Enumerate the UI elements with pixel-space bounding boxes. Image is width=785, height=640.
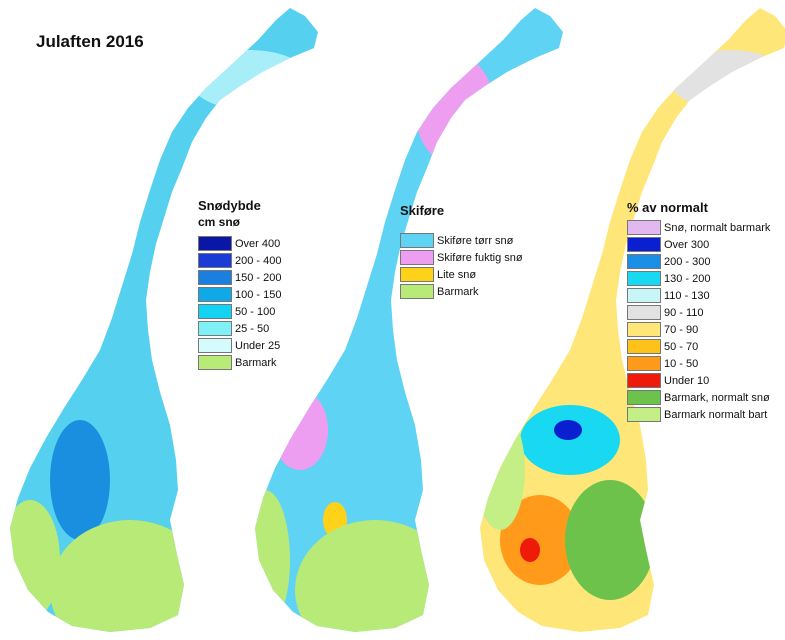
- legend-swatch: [400, 267, 434, 282]
- legend-label: 50 - 70: [664, 340, 699, 353]
- legend-label: Under 10: [664, 374, 710, 387]
- legend-swatch: [198, 287, 232, 302]
- legend-item: 110 - 130: [627, 287, 770, 304]
- legend-label: Barmark normalt bart: [664, 408, 768, 421]
- snow-depth-legend: Snødybde cm snø Over 400 200 - 400 150 - 2…: [198, 198, 281, 371]
- legend-item: Over 400: [198, 235, 281, 252]
- page-title: Julaften 2016: [36, 32, 144, 51]
- legend-item: 50 - 70: [627, 338, 770, 355]
- bare-normally-snow-region: [565, 480, 655, 600]
- snow-depth-legend-items: Over 400 200 - 400 150 - 200 100 - 150 50 - …: [198, 235, 281, 371]
- bare-ground-coast-region: [10, 500, 60, 620]
- legend-label: Over 400: [235, 237, 281, 250]
- legend-swatch: [627, 254, 661, 269]
- legend-swatch: [198, 338, 232, 353]
- legend-label: 70 - 90: [664, 323, 699, 336]
- under-ten-percent-region: [520, 538, 540, 562]
- legend-swatch: [400, 284, 434, 299]
- below-normal-region: [500, 495, 580, 585]
- percent-of-normal-legend: % av normalt Snø, normalt barmark Over 30…: [627, 200, 770, 423]
- legend-swatch: [400, 250, 434, 265]
- legend-swatch: [627, 220, 661, 235]
- legend-label: Lite snø: [437, 268, 477, 281]
- legend-swatch: [627, 322, 661, 337]
- legend-item: Under 10: [627, 372, 770, 389]
- bare-normally-bare-region: [480, 410, 525, 530]
- shallow-snow-region: [190, 50, 310, 110]
- legend-item: 90 - 110: [627, 304, 770, 321]
- legend-label: Barmark: [437, 285, 479, 298]
- legend-swatch: [400, 233, 434, 248]
- legend-label: 25 - 50: [235, 322, 270, 335]
- legend-item: Lite snø: [400, 266, 523, 283]
- legend-item: Barmark: [198, 354, 281, 371]
- legend-label: 10 - 50: [664, 357, 699, 370]
- legend-label: 130 - 200: [664, 272, 711, 285]
- legend-swatch: [198, 253, 232, 268]
- deep-snow-region: [50, 420, 110, 540]
- legend-label: 150 - 200: [235, 271, 282, 284]
- legend-label: Skiføre fuktig snø: [437, 251, 523, 264]
- above-normal-region: [520, 405, 620, 475]
- legend-item: 10 - 50: [627, 355, 770, 372]
- legend-item: Barmark: [400, 283, 523, 300]
- ski-conditions-legend: Skiføre Skiføre tørr snø Skiføre fuktig s…: [400, 203, 523, 300]
- near-normal-region: [670, 50, 785, 110]
- legend-label: Skiføre tørr snø: [437, 234, 514, 247]
- bare-ground-coast-region: [255, 490, 290, 630]
- legend-swatch: [198, 304, 232, 319]
- legend-swatch: [627, 305, 661, 320]
- legend-label: Barmark, normalt snø: [664, 391, 770, 404]
- legend-item: 100 - 150: [198, 286, 281, 303]
- ski-conditions-legend-title: Skiføre: [400, 203, 445, 218]
- legend-item: Skiføre tørr snø: [400, 232, 523, 249]
- legend-label: 100 - 150: [235, 288, 282, 301]
- legend-swatch: [198, 236, 232, 251]
- legend-swatch: [627, 390, 661, 405]
- wet-snow-west-region: [272, 390, 328, 470]
- ski-conditions-legend-items: Skiføre tørr snø Skiføre fuktig snø Lite s…: [400, 232, 523, 300]
- legend-item: Skiføre fuktig snø: [400, 249, 523, 266]
- legend-label: 110 - 130: [664, 289, 710, 302]
- legend-label: Snø, normalt barmark: [664, 221, 771, 234]
- legend-label: 200 - 400: [235, 254, 282, 267]
- legend-item: 50 - 100: [198, 303, 281, 320]
- percent-of-normal-legend-items: Snø, normalt barmark Over 300 200 - 300 130…: [627, 219, 770, 423]
- legend-item: 130 - 200: [627, 270, 770, 287]
- legend-item: 70 - 90: [627, 321, 770, 338]
- legend-label: 90 - 110: [664, 306, 704, 319]
- legend-item: 150 - 200: [198, 269, 281, 286]
- legend-swatch: [627, 407, 661, 422]
- snow-depth-legend-title: Snødybde: [198, 198, 261, 213]
- legend-swatch: [627, 339, 661, 354]
- far-above-normal-region: [554, 420, 582, 440]
- legend-item: 25 - 50: [198, 320, 281, 337]
- legend-label: Over 300: [664, 238, 710, 251]
- legend-label: Under 25: [235, 339, 281, 352]
- legend-swatch: [198, 355, 232, 370]
- legend-item: Barmark, normalt snø: [627, 389, 770, 406]
- legend-label: Barmark: [235, 356, 277, 369]
- legend-swatch: [627, 271, 661, 286]
- percent-of-normal-legend-title: % av normalt: [627, 200, 708, 215]
- legend-label: 50 - 100: [235, 305, 276, 318]
- legend-swatch: [627, 356, 661, 371]
- legend-swatch: [627, 373, 661, 388]
- snow-depth-legend-unit: cm snø: [198, 215, 241, 229]
- legend-item: Barmark normalt bart: [627, 406, 770, 423]
- legend-label: 200 - 300: [664, 255, 711, 268]
- legend-swatch: [198, 270, 232, 285]
- legend-swatch: [627, 237, 661, 252]
- legend-item: Over 300: [627, 236, 770, 253]
- legend-item: 200 - 300: [627, 253, 770, 270]
- legend-swatch: [198, 321, 232, 336]
- wet-snow-north-region: [415, 55, 495, 165]
- legend-item: Under 25: [198, 337, 281, 354]
- legend-swatch: [627, 288, 661, 303]
- legend-item: Snø, normalt barmark: [627, 219, 770, 236]
- legend-item: 200 - 400: [198, 252, 281, 269]
